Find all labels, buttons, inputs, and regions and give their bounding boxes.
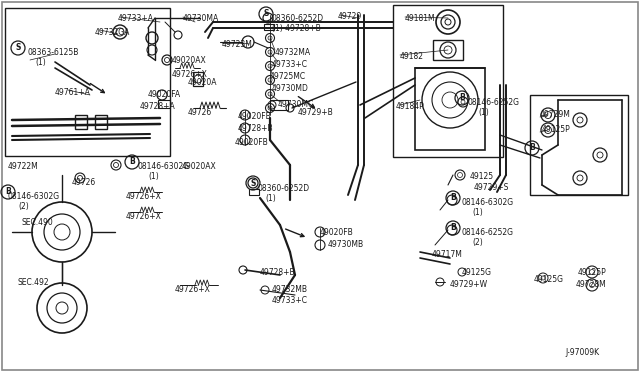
Text: 49182: 49182 (400, 52, 424, 61)
Text: 49732MB: 49732MB (272, 285, 308, 294)
Text: (1): (1) (35, 58, 45, 67)
Text: B: B (459, 93, 465, 103)
Text: 49020AX: 49020AX (172, 56, 207, 65)
Text: 08360-6252D: 08360-6252D (258, 184, 310, 193)
Text: 49020FB: 49020FB (235, 138, 269, 147)
Text: (1): (1) (472, 208, 483, 217)
Text: (1) 49728+B: (1) 49728+B (272, 24, 321, 33)
Text: 49729+W: 49729+W (450, 280, 488, 289)
Text: 49020AX: 49020AX (182, 162, 217, 171)
Text: (2): (2) (472, 238, 483, 247)
Text: 49732MA: 49732MA (275, 48, 311, 57)
Text: 49730MA: 49730MA (183, 14, 220, 23)
Text: 49125G: 49125G (534, 275, 564, 284)
Bar (158, 100, 170, 108)
Text: (1): (1) (265, 194, 276, 203)
Text: (1): (1) (148, 172, 159, 181)
Text: B: B (5, 187, 11, 196)
Text: (2): (2) (18, 202, 29, 211)
Text: B: B (529, 144, 535, 153)
Text: SEC.492: SEC.492 (18, 278, 50, 287)
Text: 49726: 49726 (72, 178, 96, 187)
Text: J-97009K: J-97009K (565, 348, 599, 357)
Bar (393, 5, 503, 157)
Text: 08146-6302G: 08146-6302G (8, 192, 60, 201)
Bar (530, 95, 628, 195)
Text: 49726: 49726 (188, 108, 212, 117)
Text: 49728+B: 49728+B (238, 124, 274, 133)
Text: 49717M: 49717M (432, 250, 463, 259)
Bar (415, 68, 485, 150)
Text: 08360-6252D: 08360-6252D (272, 14, 324, 23)
Text: 49726+X: 49726+X (172, 70, 208, 79)
Text: 49728+B: 49728+B (260, 268, 296, 277)
Text: 49730MB: 49730MB (328, 240, 364, 249)
Text: 08146-6302G: 08146-6302G (138, 162, 190, 171)
Text: 49726+X: 49726+X (126, 212, 162, 221)
Text: 49020FB: 49020FB (238, 112, 272, 121)
Text: 49733+C: 49733+C (272, 296, 308, 305)
Text: 49729M: 49729M (540, 110, 571, 119)
Text: 49020FA: 49020FA (148, 90, 181, 99)
Text: 49728M: 49728M (576, 280, 607, 289)
Text: 49761+A: 49761+A (55, 88, 91, 97)
Text: 49184P: 49184P (396, 102, 425, 111)
Bar (249, 189, 259, 195)
Text: 49729+B: 49729+B (298, 108, 333, 117)
Text: S: S (250, 179, 256, 187)
Text: 08146-6252G: 08146-6252G (462, 228, 514, 237)
Text: 49730MD: 49730MD (272, 84, 309, 93)
Text: 49728+A: 49728+A (140, 102, 176, 111)
Bar (193, 72, 203, 86)
Text: (1): (1) (478, 108, 489, 117)
Text: B: B (129, 157, 135, 167)
Text: 49726+X: 49726+X (126, 192, 162, 201)
Bar (270, 100, 288, 110)
Text: B: B (450, 224, 456, 232)
Text: 49726+X: 49726+X (175, 285, 211, 294)
Text: 49729: 49729 (338, 12, 362, 21)
Text: 49020FB: 49020FB (320, 228, 354, 237)
Bar (75, 115, 87, 129)
Text: 49125P: 49125P (542, 125, 571, 134)
Text: S: S (263, 10, 269, 19)
Text: 49181M: 49181M (405, 14, 436, 23)
Bar (5, 8, 170, 156)
Text: 08363-6125B: 08363-6125B (28, 48, 79, 57)
Text: 49729+S: 49729+S (474, 183, 509, 192)
Text: 49733+A: 49733+A (118, 14, 154, 23)
Text: B: B (450, 193, 456, 202)
Text: 08146-6252G: 08146-6252G (468, 98, 520, 107)
Text: 49722M: 49722M (8, 162, 39, 171)
Text: 49730MC: 49730MC (278, 100, 314, 109)
Text: 08146-6302G: 08146-6302G (462, 198, 514, 207)
Text: S: S (15, 44, 20, 52)
Text: 49723M: 49723M (222, 40, 253, 49)
Text: SEC.490: SEC.490 (22, 218, 54, 227)
Text: 49125: 49125 (470, 172, 494, 181)
Text: 49725MC: 49725MC (270, 72, 306, 81)
Text: 49020A: 49020A (188, 78, 218, 87)
Text: 49733+C: 49733+C (272, 60, 308, 69)
Bar (433, 40, 463, 60)
Text: 49125G: 49125G (462, 268, 492, 277)
Bar (264, 24, 274, 30)
Bar (95, 115, 107, 129)
Text: 49125P: 49125P (578, 268, 607, 277)
Text: 49732GA: 49732GA (95, 28, 131, 37)
